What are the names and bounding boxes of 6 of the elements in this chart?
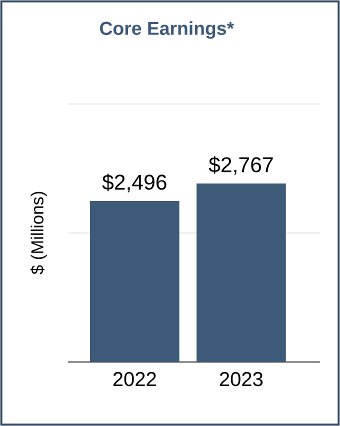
y-axis-title: $ (Millions): [30, 192, 47, 274]
x-tick-label: 2023: [220, 372, 263, 386]
data-label: $2,496: [102, 174, 166, 192]
data-label: $2,767: [208, 156, 273, 175]
x-tick-label: 2022: [113, 372, 156, 386]
chart-title: Core Earnings*: [100, 21, 234, 39]
